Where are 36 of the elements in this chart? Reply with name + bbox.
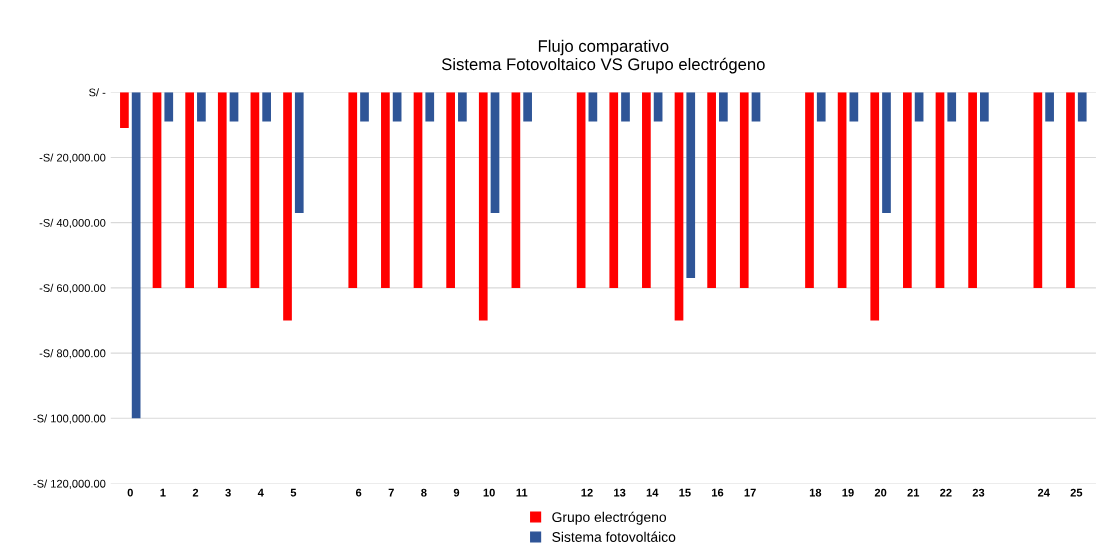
x-tick-label: 9 — [453, 488, 460, 497]
x-tick-label: 19 — [842, 488, 854, 497]
x-tick-label: 22 — [940, 488, 952, 497]
y-tick-label: -S/ 60,000.00 — [39, 283, 106, 294]
x-tick-label: 4 — [257, 488, 264, 497]
x-tick-label: 13 — [614, 488, 626, 497]
y-tick-label: -S/ 80,000.00 — [39, 349, 106, 359]
chart-title: Flujo comparativo Sistema Fotovoltaico VS Grupo electrógeno — [441, 39, 765, 74]
x-tick-label: 6 — [355, 488, 362, 497]
x-tick-label: 16 — [712, 488, 724, 497]
x-tick-label: 8 — [421, 488, 427, 497]
x-tick-label: 11 — [516, 488, 528, 497]
x-tick-label: 10 — [483, 488, 495, 497]
x-tick-label: 23 — [972, 488, 985, 497]
x-tick-label: 18 — [809, 488, 822, 497]
x-tick-label: 1 — [160, 488, 166, 497]
x-tick-label: 24 — [1037, 488, 1050, 497]
legend-label: Grupo electrógeno — [552, 511, 667, 525]
x-tick-label: 15 — [679, 488, 691, 497]
x-tick-label: 3 — [225, 488, 231, 497]
y-tick-label: -S/ 100,000.00 — [33, 414, 106, 424]
x-tick-label: 20 — [874, 488, 887, 497]
x-tick-label: 14 — [646, 488, 659, 497]
x-tick-label: 25 — [1070, 488, 1083, 497]
y-tick-label: -S/ 20,000.00 — [39, 153, 106, 163]
x-tick-label: 7 — [388, 488, 394, 497]
x-tick-label: 5 — [290, 488, 297, 497]
legend-label: Sistema fotovoltáico — [552, 531, 676, 542]
y-tick-label: -S/ 40,000.00 — [39, 218, 106, 229]
x-tick-label: 21 — [907, 488, 920, 497]
y-tick-label: S/ - — [89, 88, 106, 97]
x-tick-label: 12 — [581, 488, 593, 497]
x-tick-label: 17 — [744, 488, 756, 497]
x-tick-label: 2 — [192, 488, 199, 497]
y-tick-label: -S/ 120,000.00 — [33, 479, 106, 489]
x-tick-label: 0 — [127, 488, 133, 497]
